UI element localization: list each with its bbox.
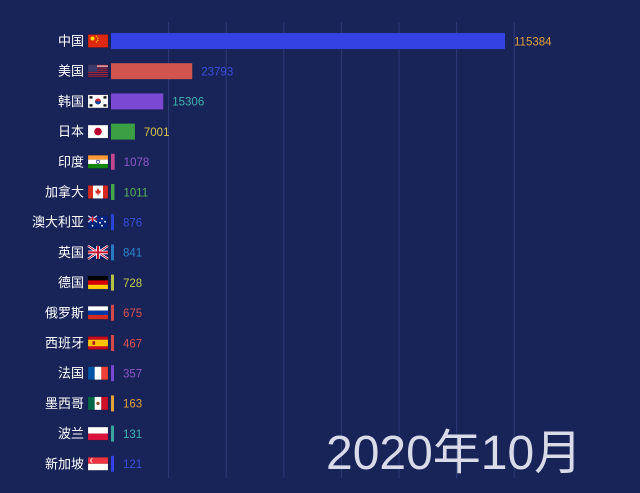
period-label: 2020年10月 (326, 427, 583, 480)
bar (111, 365, 114, 382)
country-label: 波兰 (58, 427, 84, 442)
value-label: 1078 (124, 157, 150, 169)
country-label: 德国 (58, 276, 84, 291)
country-label: 俄罗斯 (45, 306, 84, 321)
bar-row: 日本 7001 (58, 123, 170, 140)
japan-flag-icon (87, 124, 109, 139)
value-label: 7001 (144, 127, 170, 139)
usa-flag-icon (87, 64, 109, 78)
bar-row: 美国 23793 (58, 63, 233, 80)
bar (111, 304, 114, 321)
country-label: 韩国 (58, 95, 84, 110)
value-label: 728 (123, 278, 142, 290)
bar-row: 墨西哥 163 (45, 395, 142, 412)
bar-row: 加拿大 1011 (45, 184, 148, 201)
bar-row: 澳大利亚 876 (32, 214, 142, 231)
bar-row: 新加坡 121 (45, 455, 142, 472)
bar-row: 德国 728 (58, 274, 142, 291)
russia-flag-icon (87, 306, 109, 320)
country-label: 美国 (58, 65, 84, 80)
bars: 中国 115384 美国 23793 韩国 15306 日本 7001 印度 1078 加拿大 101… (32, 33, 552, 472)
country-label: 日本 (58, 125, 84, 140)
australia-flag-icon (87, 215, 109, 229)
spain-flag-icon (87, 336, 109, 350)
bar-row: 韩国 15306 (58, 93, 204, 110)
bar (111, 395, 114, 412)
bar (111, 123, 135, 140)
bar-row: 英国 841 (58, 244, 142, 261)
poland-flag-icon (87, 426, 109, 441)
france-flag-icon (87, 366, 109, 380)
bar-row: 法国 357 (58, 365, 142, 382)
germany-flag-icon (87, 275, 109, 290)
country-label: 英国 (58, 246, 84, 261)
bar (111, 425, 114, 442)
value-label: 357 (123, 369, 142, 381)
value-label: 467 (123, 338, 142, 350)
value-label: 115384 (514, 36, 552, 48)
bar (111, 63, 193, 80)
uk-flag-icon (87, 244, 109, 260)
bar (111, 455, 114, 472)
bar-row: 波兰 131 (58, 425, 142, 442)
bar (111, 335, 114, 351)
value-label: 675 (123, 308, 142, 320)
country-label: 加拿大 (45, 185, 84, 201)
country-label: 印度 (58, 154, 84, 170)
country-label: 法国 (58, 367, 84, 382)
value-label: 15306 (172, 97, 204, 109)
value-label: 163 (123, 399, 142, 411)
value-label: 23793 (201, 67, 233, 79)
korea-flag-icon (87, 94, 109, 109)
grid-lines (168, 22, 515, 478)
country-label: 新加坡 (45, 456, 84, 472)
bar (111, 244, 114, 261)
value-label: 841 (123, 248, 142, 260)
country-label: 西班牙 (45, 337, 84, 352)
singapore-flag-icon (87, 457, 109, 471)
bar-row: 中国 115384 (58, 33, 552, 50)
bar (111, 184, 115, 200)
bar (111, 214, 114, 231)
country-label: 墨西哥 (45, 397, 84, 412)
country-label: 中国 (58, 35, 84, 50)
bar (111, 153, 115, 170)
value-label: 1011 (123, 187, 148, 199)
mexico-flag-icon (87, 396, 109, 411)
value-label: 121 (123, 459, 142, 471)
india-flag-icon (87, 155, 109, 169)
value-label: 876 (123, 218, 142, 230)
china-flag-icon (87, 34, 109, 48)
bar (111, 93, 164, 110)
bar-row: 印度 1078 (58, 153, 150, 170)
bar-row: 西班牙 467 (45, 335, 142, 352)
canada-flag-icon (87, 185, 109, 199)
bar (111, 33, 505, 49)
country-label: 澳大利亚 (32, 215, 84, 231)
bar (111, 274, 114, 291)
bar-row: 俄罗斯 675 (45, 304, 142, 321)
value-label: 131 (123, 429, 142, 441)
